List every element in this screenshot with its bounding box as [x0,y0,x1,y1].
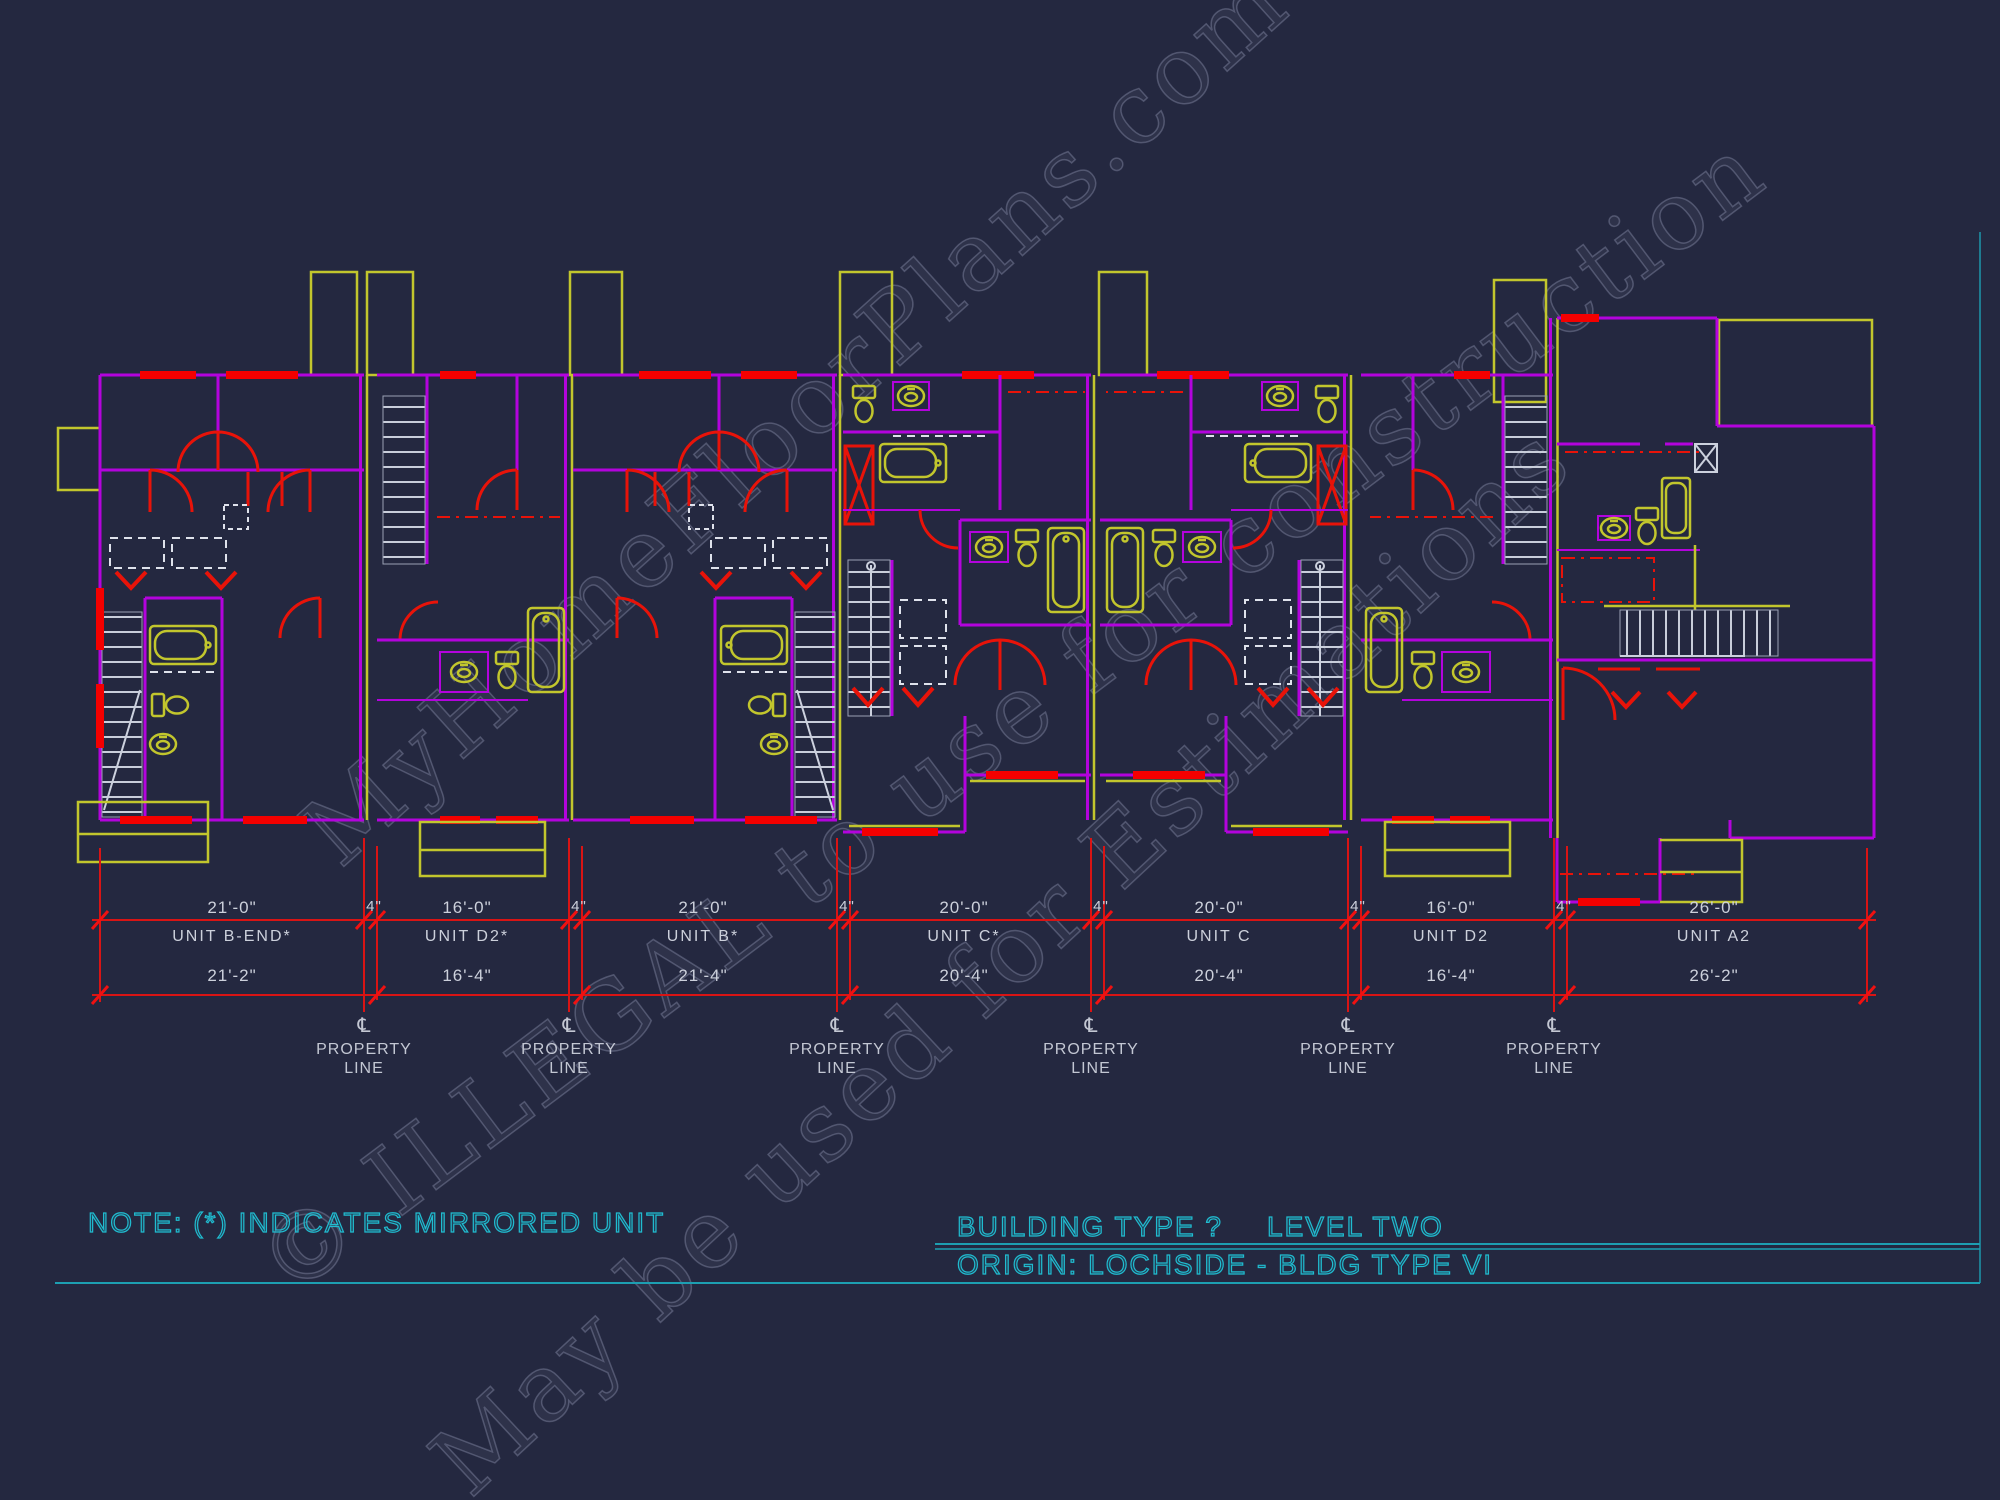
svg-text:PROPERTY: PROPERTY [521,1041,617,1058]
svg-text:PROPERTY: PROPERTY [789,1041,885,1058]
svg-text:PROPERTY: PROPERTY [316,1041,412,1058]
svg-text:PROPERTY: PROPERTY [1506,1041,1602,1058]
dimension-text-top: 21'-0" 4" 16'-0" 4" 21'-0" 4" 20'-0" 4" … [207,898,1738,917]
building-plan [56,270,1876,906]
party-walls [359,318,1559,838]
unit-label-c-star: UNIT C* [927,928,1000,945]
level-label: LEVEL TWO [1267,1211,1444,1242]
centerline-symbol: ℄ [830,1013,844,1037]
unit-label-b-star: UNIT B* [667,928,739,945]
dim-gap6: 4" [1556,898,1572,915]
dim-gap1: 4" [366,898,382,915]
origin-label: ORIGIN: LOCHSIDE - BLDG TYPE VI [957,1249,1493,1280]
svg-text:PROPERTY: PROPERTY [1300,1041,1396,1058]
mirrored-unit-note: NOTE: (*) INDICATES MIRRORED UNIT [88,1207,665,1238]
svg-text:LINE: LINE [344,1060,384,1077]
dim-unit2: 16'-0" [442,898,491,917]
unit-label-a2: UNIT A2 [1677,928,1751,945]
unit-label-c: UNIT C [1186,928,1251,945]
svg-text:PROPERTY: PROPERTY [1043,1041,1139,1058]
dim-unit3: 21'-0" [678,898,727,917]
centerline-symbol: ℄ [1341,1013,1355,1037]
dimension-text-bottom: 21'-2" 16'-4" 21'-4" 20'-4" 20'-4" 16'-4… [207,966,1738,985]
property-line-3: ℄ PROPERTY LINE [789,1013,885,1077]
dim-gap3: 4" [839,898,855,915]
dim-overall3: 21'-4" [678,966,727,985]
dim-overall1: 21'-2" [207,966,256,985]
centerline-symbol: ℄ [1084,1013,1098,1037]
property-line-5: ℄ PROPERTY LINE [1300,1013,1396,1077]
dim-gap2: 4" [571,898,587,915]
unit-label-b-end: UNIT B-END* [172,928,292,945]
dim-overall6: 16'-4" [1426,966,1475,985]
dim-overall2: 16'-4" [442,966,491,985]
svg-text:LINE: LINE [817,1060,857,1077]
property-line-1: ℄ PROPERTY LINE [316,1013,412,1077]
property-line-labels: ℄ PROPERTY LINE ℄ PROPERTY LINE ℄ PROPER… [316,1013,1602,1077]
dim-gap5: 4" [1350,898,1366,915]
dim-overall5: 20'-4" [1194,966,1243,985]
centerline-symbol: ℄ [562,1013,576,1037]
svg-text:LINE: LINE [549,1060,589,1077]
unit-labels: UNIT B-END* UNIT D2* UNIT B* UNIT C* UNI… [172,928,1751,945]
dim-overall4: 20'-4" [939,966,988,985]
dimension-lines [90,838,1877,1012]
unit-label-d2-star: UNIT D2* [425,928,509,945]
centerline-symbol: ℄ [357,1013,371,1037]
property-line-2: ℄ PROPERTY LINE [521,1013,617,1077]
dim-overall7: 26'-2" [1689,966,1738,985]
unit-a2-plan [1555,314,1876,906]
unit-b-end-plan [76,371,364,864]
centerline-symbol: ℄ [1547,1013,1561,1037]
building-type-label: BUILDING TYPE ? [957,1211,1223,1242]
property-line-6: ℄ PROPERTY LINE [1506,1013,1602,1077]
svg-text:LINE: LINE [1328,1060,1368,1077]
dim-unit5: 20'-0" [1194,898,1243,917]
dim-unit4: 20'-0" [939,898,988,917]
dim-unit6: 16'-0" [1426,898,1475,917]
property-line-4: ℄ PROPERTY LINE [1043,1013,1139,1077]
svg-text:LINE: LINE [1071,1060,1111,1077]
dim-unit1: 21'-0" [207,898,256,917]
title-block: NOTE: (*) INDICATES MIRRORED UNIT BUILDI… [55,232,1981,1284]
dim-gap4: 4" [1093,898,1109,915]
dim-unit7: 26'-0" [1689,898,1738,917]
unit-label-d2: UNIT D2 [1413,928,1489,945]
svg-text:LINE: LINE [1534,1060,1574,1077]
